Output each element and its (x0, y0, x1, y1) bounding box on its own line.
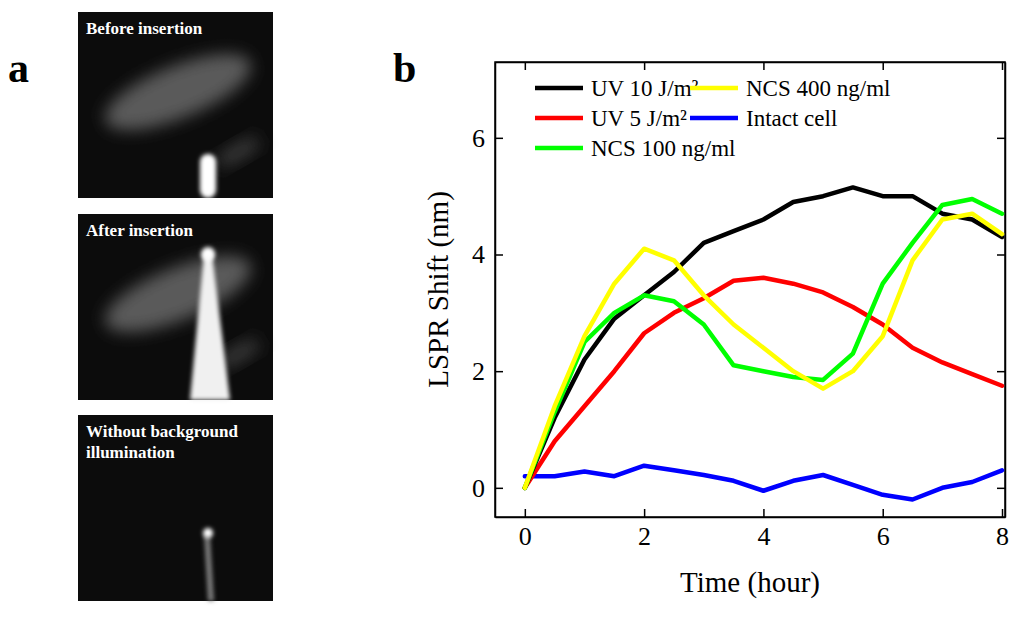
tick-mark (1002, 62, 1004, 70)
tick-mark (495, 138, 503, 140)
tick: 2 (472, 357, 503, 386)
axis-line (496, 517, 1006, 519)
tick: 4 (757, 509, 770, 551)
micrograph: Before insertion (78, 12, 273, 198)
tick-mark (997, 488, 1005, 490)
tick-mark (525, 509, 527, 517)
legend-label: NCS 400 ng/ml (746, 76, 890, 101)
tick-label: 2 (472, 357, 485, 386)
legend-swatch (690, 116, 738, 121)
tick-label: 4 (472, 240, 485, 269)
image-frame (78, 415, 273, 601)
legend: UV 10 J/m² UV 5 J/m² NCS 100 ng/ml NCS 400 … (535, 76, 890, 161)
tick: 6 (877, 509, 890, 551)
legend-swatch (690, 86, 738, 91)
tick-label: 0 (472, 474, 485, 503)
axis-title: LSPR Shift (nm) (422, 191, 455, 388)
pipette (200, 154, 216, 198)
axis-line (1005, 63, 1007, 518)
tick-mark (763, 62, 765, 70)
image-frame (78, 214, 273, 400)
y-axis: 0 2 4 6 (472, 63, 503, 518)
tick: 6 (472, 124, 503, 153)
tick-mark (495, 254, 503, 256)
tick-label: 0 (519, 522, 532, 551)
tick-mark (644, 62, 646, 70)
tick-label: 8 (996, 522, 1009, 551)
legend-swatch (535, 86, 583, 91)
tick: 8 (996, 509, 1009, 551)
legend-swatch (535, 116, 583, 121)
legend-label: Intact cell (746, 106, 837, 131)
tick (997, 488, 1005, 489)
tick-mark (1002, 509, 1004, 517)
tick: 4 (472, 240, 503, 269)
tick-mark (644, 509, 646, 517)
tick (883, 62, 884, 70)
pipette (190, 254, 230, 400)
axis-title: Time (hour) (680, 566, 820, 599)
figure: a Before insertion After insertion Without … (0, 0, 1021, 626)
series-line (525, 466, 1002, 500)
image-frame (78, 12, 273, 198)
probe-trace (204, 535, 214, 601)
series-line (525, 187, 1002, 487)
x-axis: 0 2 4 6 8 (496, 509, 1010, 551)
frame-caption: After insertion (86, 221, 193, 240)
tick: 0 (519, 509, 532, 551)
nanoprobe (203, 528, 213, 538)
tick (1002, 62, 1003, 70)
tick-mark (997, 254, 1005, 256)
legend-label: UV 10 J/m² (591, 76, 699, 101)
tick: 0 (472, 474, 503, 503)
series-line (525, 214, 1002, 488)
micrograph: Without backgroundillumination (78, 415, 273, 601)
tick (644, 62, 645, 70)
frame-caption: Before insertion (86, 19, 203, 38)
tick-mark (882, 62, 884, 70)
tick-label: 2 (638, 522, 651, 551)
tick (997, 371, 1005, 372)
tick-mark (495, 371, 503, 373)
tick-mark (882, 509, 884, 517)
plot-frame (495, 62, 1005, 517)
tick (997, 138, 1005, 139)
panel-letter: a (8, 45, 29, 91)
legend-label: NCS 100 ng/ml (591, 136, 735, 161)
series-line (525, 278, 1002, 488)
tick-label: 4 (757, 522, 770, 551)
tick-mark (997, 371, 1005, 373)
cell (96, 241, 260, 348)
plot-lines (525, 187, 1002, 499)
tick: 2 (638, 509, 651, 551)
tick-mark (495, 488, 503, 490)
tick-mark (525, 62, 527, 70)
axis-line (495, 63, 497, 518)
tick (525, 62, 526, 70)
tick (763, 62, 764, 70)
micrograph: After insertion (78, 214, 273, 400)
legend-swatch (535, 146, 583, 151)
axis-line (496, 62, 1006, 64)
cell-edge (212, 133, 263, 172)
x-axis-top (496, 62, 1006, 70)
tick-mark (997, 138, 1005, 140)
frame-caption: Without backgroundillumination (86, 422, 238, 462)
tick-mark (763, 509, 765, 517)
tick-label: 6 (472, 124, 485, 153)
legend-label: UV 5 J/m² (591, 106, 687, 131)
panel-letter: b (393, 45, 416, 91)
tick-label: 6 (877, 522, 890, 551)
y-axis-right (997, 63, 1006, 518)
series-line (525, 199, 1002, 488)
tick (997, 255, 1005, 256)
cell (96, 39, 260, 146)
nanoprobe (201, 247, 215, 261)
